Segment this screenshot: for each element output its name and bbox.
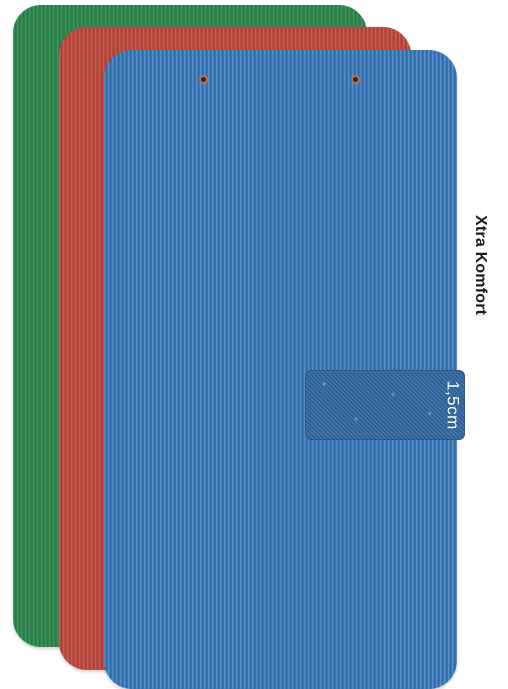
foam-cross-section-sample xyxy=(305,370,465,440)
thickness-label: 1,5cm xyxy=(443,380,463,430)
hanging-hole-right-icon xyxy=(351,75,360,84)
exercise-mat-blue xyxy=(104,50,457,689)
product-name-label: Xtra Komfort xyxy=(472,214,489,316)
hanging-hole-left-icon xyxy=(199,75,208,84)
